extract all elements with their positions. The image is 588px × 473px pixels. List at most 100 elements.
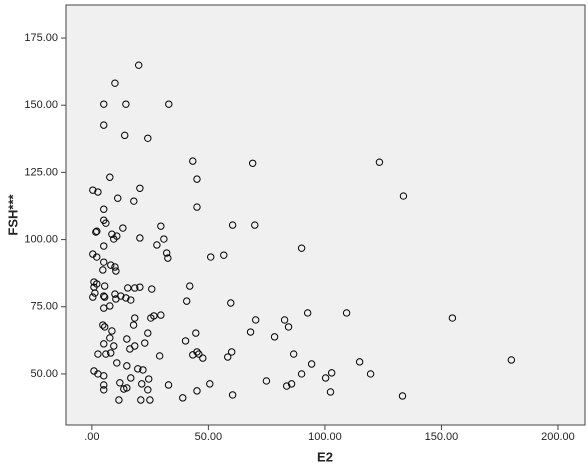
x-tick-label: 150.00 [425,431,459,443]
point [123,335,131,343]
point [134,365,142,373]
point [262,377,271,385]
point [321,374,330,382]
point [150,312,158,320]
point [144,386,152,394]
point [92,228,100,236]
point [131,284,139,292]
point [106,173,114,181]
point [199,354,207,362]
point [100,386,108,394]
y-axis-label: FSH*** [5,193,20,235]
point [126,345,134,353]
point [129,321,138,329]
point [121,131,129,140]
point [100,292,108,300]
point [303,309,312,317]
point [153,241,161,249]
point [100,258,108,266]
point [289,350,298,358]
y-tick-label: 125.00 [24,166,58,178]
y-tick-label: 150.00 [24,99,58,111]
point [136,184,144,192]
point [124,284,132,292]
point [155,352,164,360]
point [297,370,306,378]
point [100,304,108,312]
point [399,192,408,200]
point [287,380,296,388]
point [139,366,147,374]
point [189,157,197,165]
x-axis-label: E2 [317,449,333,464]
point [193,203,201,211]
point [326,388,335,396]
point [146,396,154,404]
point [160,235,168,243]
point [111,263,119,271]
point [366,370,375,378]
point [375,158,384,166]
point [100,372,108,380]
point [164,254,172,262]
point [207,253,215,261]
point [100,205,108,213]
point [107,349,115,357]
point [91,289,99,297]
point [120,385,128,393]
point [94,188,102,196]
point [99,321,107,329]
x-tick-label: 100.00 [308,431,342,443]
point [224,353,232,361]
point [228,391,237,399]
point [193,348,201,356]
point [100,242,108,250]
point [138,380,146,388]
point [179,394,187,402]
point [112,295,120,303]
point [116,379,124,387]
point [137,396,145,404]
point [100,381,108,389]
point [342,309,351,317]
point [123,362,131,370]
point [108,230,116,238]
point [145,375,153,383]
point [144,134,152,142]
point [251,221,259,229]
point [284,323,293,331]
y-tick-label: 50.00 [30,368,58,380]
point [507,356,516,364]
point [113,232,121,240]
y-tick-label: 75.00 [30,301,58,313]
point [102,350,110,358]
point [102,219,110,227]
point [162,249,171,257]
point [100,282,109,290]
point [448,314,457,322]
point [136,234,144,242]
point [89,186,97,194]
point [183,297,191,305]
x-tick-label: 50.00 [195,431,223,443]
point [186,282,194,290]
point [100,323,109,331]
point [327,369,336,377]
y-tick-label: 100.00 [24,233,58,245]
point [100,121,108,129]
point [270,333,279,341]
point [398,392,407,400]
point [123,384,131,392]
point [114,194,122,202]
point [165,100,173,108]
point [110,342,118,350]
point [148,285,156,293]
point [111,79,119,87]
point [282,382,291,390]
point [157,311,165,319]
point [89,293,97,301]
point [100,293,109,301]
point [220,251,228,259]
point [307,360,316,368]
